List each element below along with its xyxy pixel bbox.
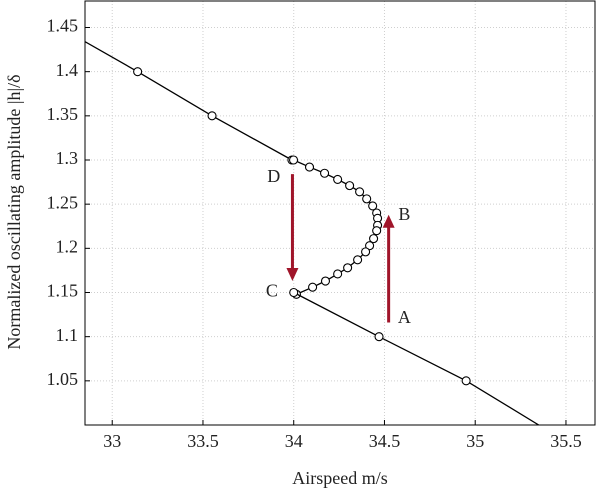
data-point bbox=[345, 181, 355, 191]
y-axis-label: Normalized oscillating amplitude |h|/δ bbox=[4, 74, 24, 349]
data-point bbox=[343, 263, 353, 273]
data-point bbox=[333, 174, 343, 184]
data-point bbox=[133, 67, 143, 77]
x-tick-label: 33.5 bbox=[187, 431, 219, 451]
y-tick-label: 1.3 bbox=[56, 148, 79, 168]
x-axis-label: Airspeed m/s bbox=[292, 468, 387, 488]
data-point bbox=[320, 168, 330, 178]
data-point bbox=[289, 287, 299, 298]
x-tick-label: 33 bbox=[103, 431, 121, 451]
series-line bbox=[293, 291, 540, 425]
data-point bbox=[320, 276, 331, 286]
y-tick-label: 1.4 bbox=[56, 60, 79, 80]
data-point bbox=[355, 187, 365, 197]
y-tick-label: 1.45 bbox=[47, 16, 79, 36]
annotation: C bbox=[266, 281, 278, 301]
y-tick-label: 1.05 bbox=[47, 369, 79, 389]
data-point bbox=[374, 332, 384, 342]
data-point bbox=[362, 194, 372, 204]
arrow-head bbox=[382, 214, 395, 228]
x-tick-label: 34 bbox=[285, 431, 303, 451]
x-tick-label: 35 bbox=[466, 431, 484, 451]
y-tick-label: 1.2 bbox=[56, 236, 79, 256]
y-tick-label: 1.15 bbox=[47, 281, 79, 301]
data-point bbox=[372, 226, 382, 236]
x-tick-label: 35.5 bbox=[550, 431, 582, 451]
annotation: A bbox=[398, 307, 411, 327]
data-point bbox=[353, 255, 363, 265]
data-point bbox=[308, 282, 318, 292]
data-point bbox=[365, 241, 375, 251]
data-point bbox=[461, 376, 471, 386]
data-point bbox=[361, 247, 371, 257]
annotation: D bbox=[267, 166, 280, 186]
arrow-head bbox=[286, 268, 299, 282]
plot-frame bbox=[84, 0, 596, 426]
data-point bbox=[369, 234, 379, 244]
data-point bbox=[207, 111, 217, 121]
annotation: B bbox=[398, 204, 410, 224]
series-line bbox=[85, 41, 293, 161]
data-point bbox=[288, 155, 299, 165]
data-point bbox=[333, 269, 343, 279]
x-tick-label: 34.5 bbox=[369, 431, 401, 451]
y-tick-label: 1.1 bbox=[56, 325, 79, 345]
y-tick-label: 1.25 bbox=[47, 192, 79, 212]
y-tick-label: 1.35 bbox=[47, 104, 79, 124]
data-point bbox=[304, 162, 315, 172]
data-point bbox=[368, 201, 378, 211]
